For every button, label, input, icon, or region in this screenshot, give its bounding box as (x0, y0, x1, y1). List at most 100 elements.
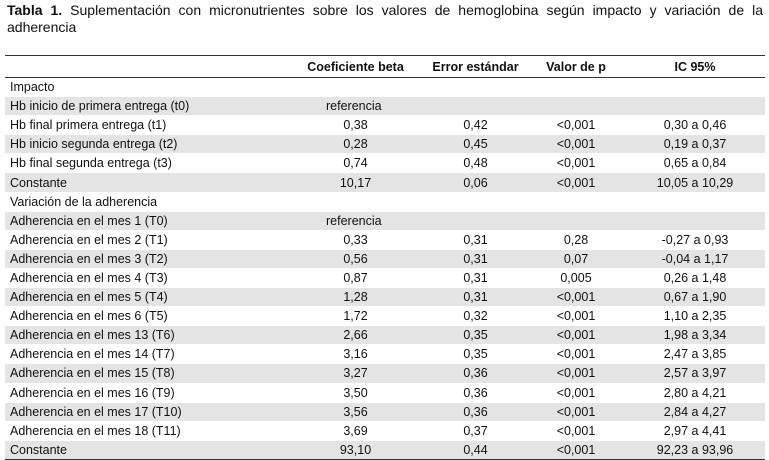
table-row: Hb inicio segunda entrega (t2) 0,28 0,45 <0… (5, 134, 765, 155)
cell-valor-p: <0,001 (527, 363, 625, 384)
cell-coeficiente-beta: 2,66 (287, 325, 424, 346)
row-label: Adherencia en el mes 13 (T6) (5, 325, 287, 346)
cell-ic95: 2,47 a 3,85 (625, 344, 765, 365)
table-row: Adherencia en el mes 14 (T7) 3,16 0,35 <0,0… (5, 344, 765, 365)
row-label: Adherencia en el mes 17 (T10) (5, 402, 287, 422)
table-row: Adherencia en el mes 4 (T3) 0,87 0,31 0,005… (5, 268, 765, 289)
cell-valor-p: 0,07 (527, 249, 625, 269)
table-row: Adherencia en el mes 16 (T9) 3,50 0,36 <0,0… (5, 383, 765, 403)
cell-error-estandar (424, 96, 527, 117)
row-label: Adherencia en el mes 2 (T1) (5, 230, 287, 250)
cell-ic95: 2,97 a 4,41 (625, 421, 765, 441)
cell-coeficiente-beta: referencia (287, 96, 424, 117)
cell-ic95: 2,84 a 4,27 (625, 402, 765, 422)
cell-error-estandar: 0,37 (424, 421, 527, 441)
cell-valor-p: <0,001 (527, 402, 625, 422)
cell-coeficiente-beta: 3,16 (287, 344, 424, 365)
section-label: Impacto (5, 77, 287, 98)
caption-label: Tabla 1. (7, 2, 63, 18)
cell-ic95: 0,65 a 0,84 (625, 153, 765, 174)
header-cell-error-estandar: Error estándar (424, 55, 527, 78)
cell-valor-p: <0,001 (527, 421, 625, 441)
cell-error-estandar (424, 77, 527, 98)
cell-ic95: 10,05 a 10,29 (625, 172, 765, 193)
cell-coeficiente-beta: 3,56 (287, 402, 424, 422)
cell-coeficiente-beta: 0,74 (287, 153, 424, 174)
cell-coeficiente-beta (287, 77, 424, 98)
row-label: Adherencia en el mes 6 (T5) (5, 306, 287, 327)
section-label: Variación de la adherencia (5, 192, 287, 212)
table-row: Adherencia en el mes 18 (T11) 3,69 0,37 <0,… (5, 421, 765, 441)
row-label: Adherencia en el mes 3 (T2) (5, 249, 287, 269)
cell-coeficiente-beta: 0,87 (287, 268, 424, 289)
cell-coeficiente-beta: 1,28 (287, 287, 424, 308)
cell-ic95: 2,80 a 4,21 (625, 383, 765, 403)
cell-ic95: 0,19 a 0,37 (625, 134, 765, 155)
table-row: Adherencia en el mes 5 (T4) 1,28 0,31 <0,00… (5, 287, 765, 308)
cell-error-estandar: 0,42 (424, 115, 527, 136)
cell-valor-p: <0,001 (527, 344, 625, 365)
cell-error-estandar: 0,48 (424, 153, 527, 174)
cell-valor-p: 0,005 (527, 268, 625, 289)
row-label: Constante (5, 172, 287, 193)
table-header: Coeficiente beta Error estándar Valor de… (5, 55, 765, 78)
cell-error-estandar: 0,44 (424, 440, 527, 460)
cell-ic95: 0,30 a 0,46 (625, 115, 765, 136)
cell-ic95: 1,10 a 2,35 (625, 306, 765, 327)
cell-ic95 (625, 192, 765, 212)
cell-valor-p: <0,001 (527, 172, 625, 193)
row-label: Hb inicio segunda entrega (t2) (5, 134, 287, 155)
table-row: Adherencia en el mes 1 (T0) referencia (5, 211, 765, 231)
cell-valor-p: <0,001 (527, 153, 625, 174)
cell-error-estandar: 0,31 (424, 268, 527, 289)
cell-error-estandar: 0,36 (424, 402, 527, 422)
header-cell-valor-p: Valor de p (527, 55, 625, 78)
cell-ic95: -0,04 a 1,17 (625, 249, 765, 269)
row-label: Hb inicio de primera entrega (t0) (5, 96, 287, 117)
header-cell-variable (5, 55, 287, 78)
cell-coeficiente-beta: 1,72 (287, 306, 424, 327)
cell-coeficiente-beta: 3,69 (287, 421, 424, 441)
table-row: Hb final segunda entrega (t3) 0,74 0,48 <0,… (5, 153, 765, 174)
cell-ic95: 1,98 a 3,34 (625, 325, 765, 346)
table-row: Adherencia en el mes 17 (T10) 3,56 0,36 <0,… (5, 402, 765, 422)
cell-valor-p: 0,28 (527, 230, 625, 250)
section-row: Variación de la adherencia (5, 192, 765, 212)
cell-ic95: 0,26 a 1,48 (625, 268, 765, 289)
cell-error-estandar: 0,35 (424, 344, 527, 365)
row-label: Hb final primera entrega (t1) (5, 115, 287, 136)
cell-coeficiente-beta: 0,33 (287, 230, 424, 250)
table-row: Adherencia en el mes 13 (T6) 2,66 0,35 <0,0… (5, 325, 765, 346)
cell-error-estandar (424, 192, 527, 212)
cell-ic95: 92,23 a 93,96 (625, 440, 765, 460)
header-cell-coeficiente-beta: Coeficiente beta (287, 55, 424, 78)
row-label: Adherencia en el mes 1 (T0) (5, 211, 287, 231)
table-row: Constante 10,17 0,06 <0,001 10,05 a 10,29 (5, 172, 765, 193)
cell-error-estandar: 0,06 (424, 172, 527, 193)
header-cell-ic95: IC 95% (625, 55, 765, 78)
cell-coeficiente-beta: 10,17 (287, 172, 424, 193)
cell-ic95: -0,27 a 0,93 (625, 230, 765, 250)
table-row: Hb inicio de primera entrega (t0) referen… (5, 96, 765, 117)
row-label: Hb final segunda entrega (t3) (5, 153, 287, 174)
table-body: Impacto Hb inicio de primera entrega (t0)… (5, 77, 765, 460)
cell-ic95 (625, 96, 765, 117)
cell-ic95 (625, 77, 765, 98)
cell-error-estandar: 0,31 (424, 230, 527, 250)
row-label: Adherencia en el mes 14 (T7) (5, 344, 287, 365)
cell-coeficiente-beta: 3,50 (287, 383, 424, 403)
cell-valor-p (527, 96, 625, 117)
cell-valor-p: <0,001 (527, 287, 625, 308)
row-label: Adherencia en el mes 4 (T3) (5, 268, 287, 289)
table-row: Constante 93,10 0,44 <0,001 92,23 a 93,96 (5, 440, 765, 460)
cell-ic95: 0,67 a 1,90 (625, 287, 765, 308)
cell-coeficiente-beta: 93,10 (287, 440, 424, 460)
cell-valor-p: <0,001 (527, 134, 625, 155)
cell-error-estandar: 0,45 (424, 134, 527, 155)
cell-valor-p (527, 192, 625, 212)
row-label: Adherencia en el mes 5 (T4) (5, 287, 287, 308)
cell-error-estandar: 0,36 (424, 383, 527, 403)
cell-valor-p (527, 77, 625, 98)
row-label: Adherencia en el mes 16 (T9) (5, 383, 287, 403)
